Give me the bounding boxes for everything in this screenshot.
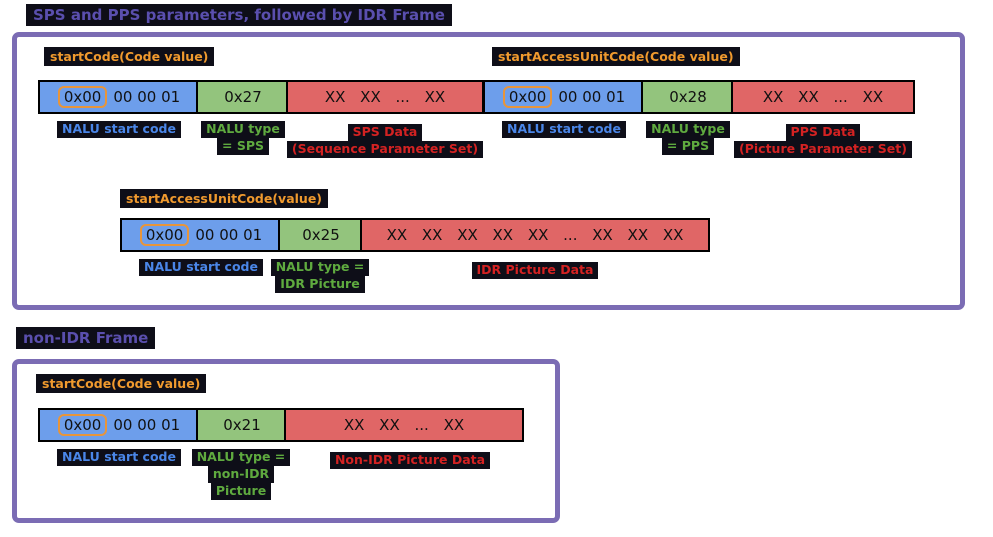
nonidr-start-code-box: 0x00 00 00 01 (38, 408, 200, 442)
sps-data-label-line2: (Sequence Parameter Set) (286, 140, 484, 158)
nonidr-type-label: NALU type = non-IDR Picture (171, 449, 311, 500)
pps-data-box: XX XX ... XX (731, 80, 915, 114)
idr-start-code-label-text: NALU start code (139, 259, 263, 276)
pps-type-label-line2: = PPS (661, 137, 715, 155)
nonidr-type-label-line3: Picture (210, 482, 272, 500)
pps-start-code-label-text: NALU start code (502, 121, 626, 138)
pps-data-label-line1: PPS Data (785, 124, 861, 141)
nonidr-data-box: XX XX ... XX (284, 408, 524, 442)
nonidr-data-label-text: Non-IDR Picture Data (329, 452, 491, 469)
idr-data-label: IDR Picture Data (390, 262, 680, 279)
idr-type-label-line2: IDR Picture (275, 275, 365, 293)
pps-type-label: NALU type = PPS (641, 121, 735, 155)
idr-data-label-text: IDR Picture Data (471, 262, 599, 279)
start-code-first-byte: 0x00 (57, 414, 108, 436)
pps-start-code-label: NALU start code (483, 121, 645, 138)
sps-type-label-line2: = SPS (217, 137, 269, 155)
idr-frame-container (12, 32, 965, 310)
start-code-rest-bytes: 00 00 01 (558, 88, 626, 106)
non-idr-frame-container (12, 359, 560, 523)
section2-title: non-IDR Frame (16, 327, 156, 349)
sps-type-label: NALU type = SPS (196, 121, 290, 155)
section1-title: SPS and PPS parameters, followed by IDR … (26, 4, 452, 26)
idr-start-code-box: 0x00 00 00 01 (120, 218, 282, 252)
start-code-rest-bytes: 00 00 01 (113, 416, 181, 434)
idr-start-code-label: NALU start code (120, 259, 282, 276)
sps-start-code-label: NALU start code (38, 121, 200, 138)
idr-nalu-type-box: 0x25 (278, 218, 364, 252)
sps-data-box: XX XX ... XX (286, 80, 484, 114)
start-code-first-byte: 0x00 (139, 224, 190, 246)
idr-type-label: NALU type = IDR Picture (250, 259, 390, 293)
nonidr-data-label: Non-IDR Picture Data (300, 452, 520, 469)
start-code-first-byte: 0x00 (502, 86, 553, 108)
start-code-first-byte: 0x00 (57, 86, 108, 108)
sps-data-label: SPS Data (Sequence Parameter Set) (286, 124, 484, 158)
callout-pps-start-code: startAccessUnitCode(Code value) (492, 47, 740, 66)
nonidr-type-label-line2: non-IDR (207, 465, 275, 483)
nonidr-start-code-label: NALU start code (38, 449, 200, 466)
sps-start-code-label-text: NALU start code (57, 121, 181, 138)
idr-type-label-line1: NALU type = (270, 259, 370, 276)
nonidr-nalu-type-box: 0x21 (196, 408, 288, 442)
callout-nonidr-start-code: startCode(Code value) (36, 374, 207, 393)
nonidr-type-label-line1: NALU type = (191, 449, 291, 466)
idr-data-box: XX XX XX XX XX ... XX XX XX (360, 218, 710, 252)
sps-nalu-type-box: 0x27 (196, 80, 290, 114)
pps-data-label-line2: (Picture Parameter Set) (734, 140, 912, 158)
callout-idr-start-code: startAccessUnitCode(value) (120, 189, 329, 208)
pps-type-label-line1: NALU type (646, 121, 730, 138)
start-code-rest-bytes: 00 00 01 (195, 226, 263, 244)
nonidr-start-code-label-text: NALU start code (57, 449, 181, 466)
pps-start-code-box: 0x00 00 00 01 (483, 80, 645, 114)
sps-data-label-line1: SPS Data (347, 124, 423, 141)
sps-type-label-line1: NALU type (201, 121, 285, 138)
callout-sps-start-code: startCode(Code value) (44, 47, 215, 66)
pps-nalu-type-box: 0x28 (641, 80, 735, 114)
start-code-rest-bytes: 00 00 01 (113, 88, 181, 106)
pps-data-label: PPS Data (Picture Parameter Set) (731, 124, 915, 158)
sps-start-code-box: 0x00 00 00 01 (38, 80, 200, 114)
